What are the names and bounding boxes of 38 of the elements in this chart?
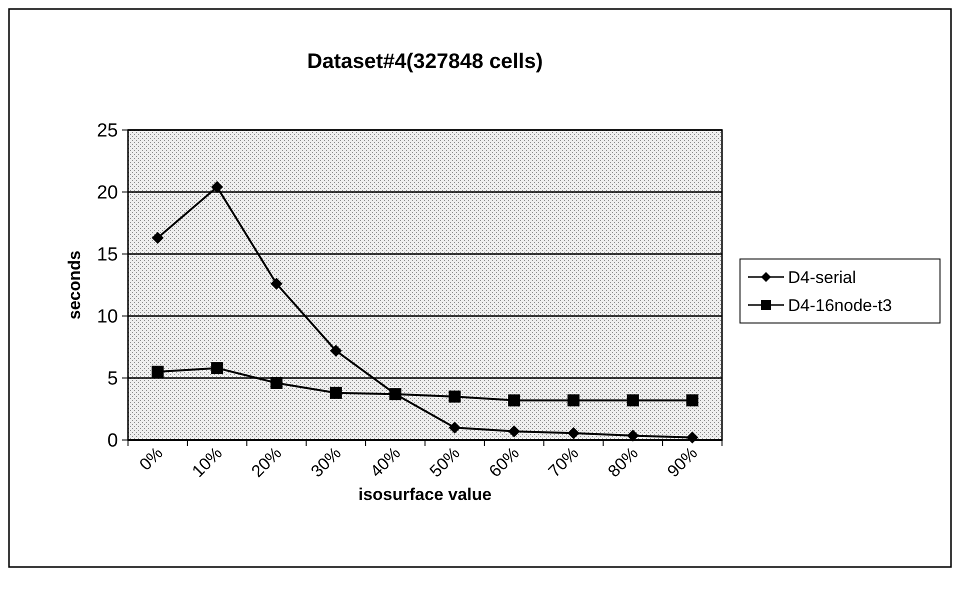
point — [626, 430, 639, 442]
point — [389, 388, 402, 400]
x-tick-label: 80% — [604, 443, 642, 481]
point — [330, 344, 342, 357]
x-tick-label: 30% — [307, 443, 345, 481]
point — [568, 394, 580, 406]
x-tick-label: 50% — [426, 443, 464, 481]
y-tick-label: 0 — [107, 430, 118, 452]
y-tick-label: 15 — [96, 244, 118, 266]
y-tick-label: 5 — [107, 368, 118, 390]
x-tick-label: 70% — [544, 443, 582, 481]
point — [152, 232, 164, 244]
point — [508, 425, 520, 438]
point — [686, 432, 698, 444]
point — [508, 394, 520, 406]
chart-title: Dataset#4(327848 cells) — [307, 50, 543, 73]
point — [211, 362, 224, 374]
y-tick-label: 25 — [96, 120, 118, 142]
point — [152, 366, 164, 378]
y-axis-title: seconds — [65, 250, 84, 320]
x-tick-label: 90% — [664, 443, 702, 481]
y-tick-label: 20 — [96, 182, 118, 204]
point — [626, 394, 639, 406]
y-tick-label: 10 — [96, 306, 118, 328]
point — [568, 427, 580, 440]
x-tick-label: 40% — [366, 443, 404, 481]
x-axis-title: isosurface value — [358, 485, 492, 504]
point — [330, 386, 342, 399]
point — [448, 390, 461, 403]
point — [270, 376, 282, 389]
x-tick-label: 0% — [136, 443, 167, 474]
legend-label: D4-serial — [788, 268, 856, 287]
point — [270, 278, 282, 290]
point — [448, 422, 461, 434]
point — [211, 181, 224, 194]
legend-label: D4-16node-t3 — [788, 296, 892, 315]
point — [686, 394, 698, 406]
x-tick-label: 60% — [485, 443, 523, 481]
